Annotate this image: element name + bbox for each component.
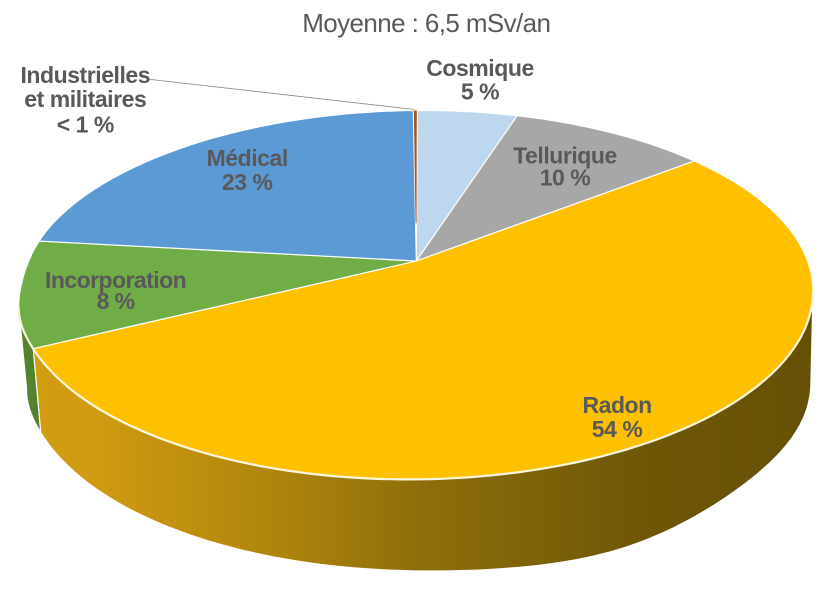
svg-text:Radon: Radon	[582, 392, 651, 418]
svg-text:Tellurique: Tellurique	[513, 142, 617, 168]
svg-text:23 %: 23 %	[222, 169, 273, 195]
svg-text:et militaires: et militaires	[24, 86, 146, 112]
svg-text:5 %: 5 %	[461, 79, 499, 105]
svg-text:54 %: 54 %	[592, 416, 643, 442]
svg-text:Industrielles: Industrielles	[20, 62, 150, 88]
svg-text:Cosmique: Cosmique	[426, 55, 534, 81]
svg-text:Moyenne : 6,5 mSv/an: Moyenne : 6,5 mSv/an	[302, 8, 550, 38]
svg-text:Incorporation: Incorporation	[45, 267, 186, 293]
svg-text:10 %: 10 %	[540, 165, 591, 191]
svg-text:< 1 %: < 1 %	[57, 111, 114, 137]
svg-text:Médical: Médical	[207, 145, 288, 171]
svg-text:8 %: 8 %	[97, 288, 135, 314]
